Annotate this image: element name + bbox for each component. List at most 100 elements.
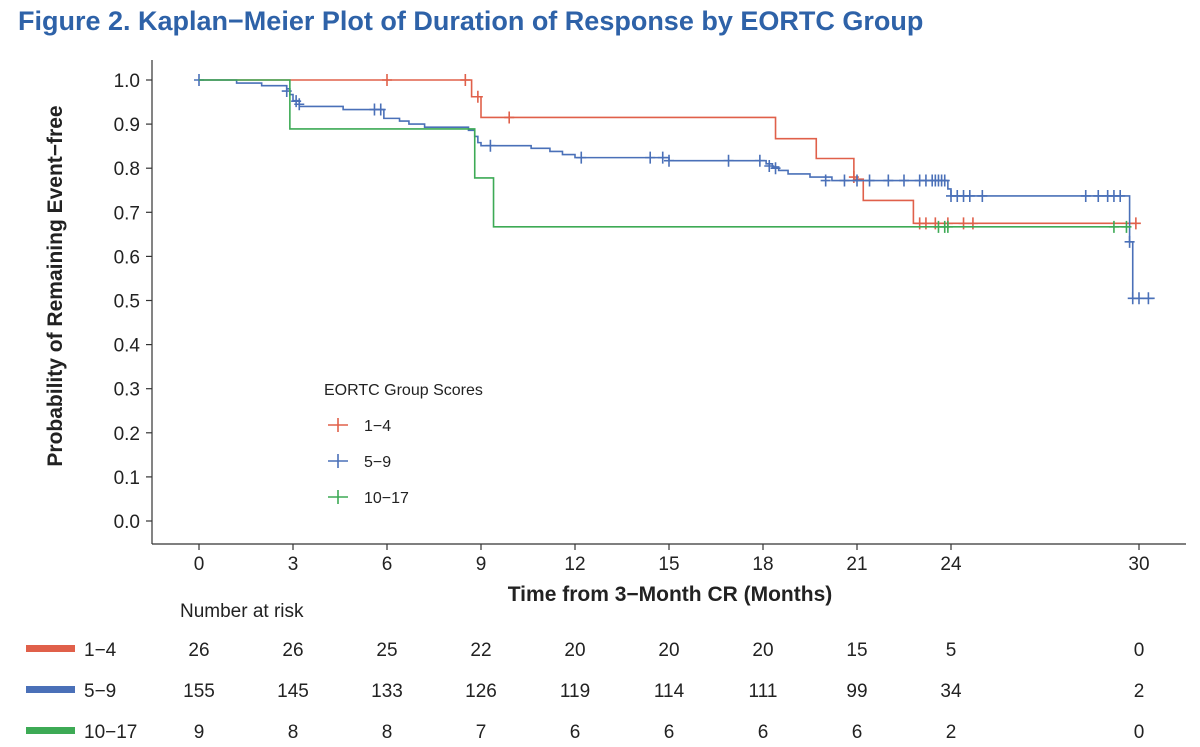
risk-row-swatch bbox=[26, 686, 75, 693]
x-tick-label: 18 bbox=[752, 554, 773, 575]
legend-key-1 bbox=[328, 418, 348, 432]
risk-count: 8 bbox=[288, 722, 299, 743]
x-tick-label: 21 bbox=[846, 554, 867, 575]
censor-mark bbox=[645, 151, 656, 164]
risk-count: 7 bbox=[476, 722, 487, 743]
risk-count: 6 bbox=[570, 722, 581, 743]
risk-row-swatch bbox=[26, 645, 75, 652]
km-curve-line bbox=[199, 79, 1130, 228]
x-axis-title: Time from 3−Month CR (Months) bbox=[508, 583, 833, 606]
censor-mark bbox=[820, 174, 831, 187]
x-tick-label: 15 bbox=[658, 554, 679, 575]
censor-mark bbox=[1093, 189, 1104, 202]
risk-count: 6 bbox=[852, 722, 863, 743]
risk-count: 20 bbox=[752, 640, 773, 661]
risk-count: 6 bbox=[758, 722, 769, 743]
risk-count: 114 bbox=[654, 681, 685, 702]
legend-title: EORTC Group Scores bbox=[324, 382, 483, 399]
censor-mark bbox=[839, 174, 850, 187]
risk-row-swatch bbox=[26, 727, 75, 734]
risk-row-1: 1−4 26 26 25 22 20 20 20 15 5 0 bbox=[26, 640, 1144, 661]
x-tick-label: 12 bbox=[564, 554, 585, 575]
x-tick-label: 6 bbox=[382, 554, 393, 575]
risk-table-title: Number at risk bbox=[180, 601, 304, 622]
risk-count: 99 bbox=[846, 681, 867, 702]
risk-count: 2 bbox=[946, 722, 957, 743]
censor-mark bbox=[504, 111, 515, 124]
legend-key-2 bbox=[328, 454, 348, 468]
censor-mark bbox=[1124, 235, 1135, 248]
risk-count: 26 bbox=[282, 640, 303, 661]
x-tick-label: 9 bbox=[476, 554, 487, 575]
risk-count: 15 bbox=[846, 640, 867, 661]
risk-count: 2 bbox=[1134, 681, 1145, 702]
censor-mark bbox=[942, 220, 953, 233]
censor-mark bbox=[852, 174, 862, 187]
censor-mark bbox=[864, 174, 875, 187]
legend-label-3: 10−17 bbox=[364, 490, 409, 507]
axes: 0.0 0.1 0.2 0.3 0.4 0.5 0.6 0.7 0.8 0.9 1.0 0 3 6 9 12 1… bbox=[44, 60, 1186, 606]
censor-mark bbox=[1115, 189, 1126, 202]
risk-count: 8 bbox=[382, 722, 393, 743]
y-tick-label: 0.7 bbox=[114, 203, 140, 224]
censor-mark bbox=[964, 189, 975, 202]
survival-curves bbox=[194, 74, 1155, 305]
risk-count: 126 bbox=[465, 681, 497, 702]
km-curve-line bbox=[199, 79, 1155, 300]
censor-mark bbox=[657, 151, 668, 164]
risk-count: 111 bbox=[749, 681, 778, 702]
censor-mark bbox=[1080, 189, 1091, 202]
censor-mark bbox=[1134, 292, 1144, 305]
x-tick-label: 24 bbox=[940, 554, 962, 575]
risk-count: 25 bbox=[376, 640, 397, 661]
x-tick-label: 30 bbox=[1128, 554, 1149, 575]
legend-label-1: 1−4 bbox=[364, 418, 391, 435]
risk-row-label: 1−4 bbox=[84, 640, 117, 661]
risk-row-label: 5−9 bbox=[84, 681, 116, 702]
y-axis-title: Probability of Remaining Event−free bbox=[44, 105, 67, 466]
censor-mark bbox=[883, 174, 894, 187]
risk-count: 119 bbox=[560, 681, 590, 702]
risk-count: 20 bbox=[564, 640, 585, 661]
censor-mark bbox=[576, 151, 587, 164]
risk-row-2: 5−9 155 145 133 126 119 114 111 99 34 2 bbox=[26, 681, 1144, 702]
series-1 bbox=[199, 74, 1141, 230]
figure-title: Figure 2. Kaplan−Meier Plot of Duration … bbox=[18, 6, 924, 36]
y-tick-label: 0.9 bbox=[114, 115, 140, 136]
y-tick-label: 0.8 bbox=[114, 159, 140, 180]
risk-count: 145 bbox=[277, 681, 309, 702]
censor-mark bbox=[664, 154, 674, 167]
censor-mark bbox=[1130, 217, 1141, 230]
series-2 bbox=[194, 74, 1155, 305]
y-tick-label: 0.1 bbox=[114, 468, 140, 489]
risk-count: 133 bbox=[371, 681, 403, 702]
censor-mark bbox=[1108, 220, 1119, 233]
censor-mark bbox=[770, 162, 781, 175]
censor-mark bbox=[764, 159, 775, 172]
censor-mark bbox=[723, 154, 734, 167]
censor-mark bbox=[485, 139, 496, 152]
censor-mark bbox=[754, 154, 765, 167]
y-tick-label: 0.3 bbox=[114, 380, 140, 401]
risk-count: 22 bbox=[470, 640, 491, 661]
censor-mark bbox=[977, 189, 988, 202]
censor-mark bbox=[939, 174, 950, 187]
risk-count: 0 bbox=[1134, 640, 1145, 661]
y-tick-label: 0.4 bbox=[114, 336, 141, 357]
y-tick-label: 0.5 bbox=[114, 292, 140, 313]
y-tick-label: 0.2 bbox=[114, 424, 140, 445]
censor-mark bbox=[375, 103, 386, 116]
risk-count: 20 bbox=[658, 640, 679, 661]
censor-mark bbox=[472, 90, 483, 103]
legend: EORTC Group Scores 1−4 5−9 10−17 bbox=[324, 382, 483, 507]
y-tick-label: 1.0 bbox=[114, 71, 140, 92]
risk-count: 155 bbox=[183, 681, 215, 702]
km-curve-line bbox=[199, 79, 1136, 225]
risk-count: 34 bbox=[940, 681, 962, 702]
censor-mark bbox=[382, 74, 392, 86]
risk-row-label: 10−17 bbox=[84, 722, 137, 743]
risk-count: 6 bbox=[664, 722, 675, 743]
x-tick-label: 3 bbox=[288, 554, 299, 575]
